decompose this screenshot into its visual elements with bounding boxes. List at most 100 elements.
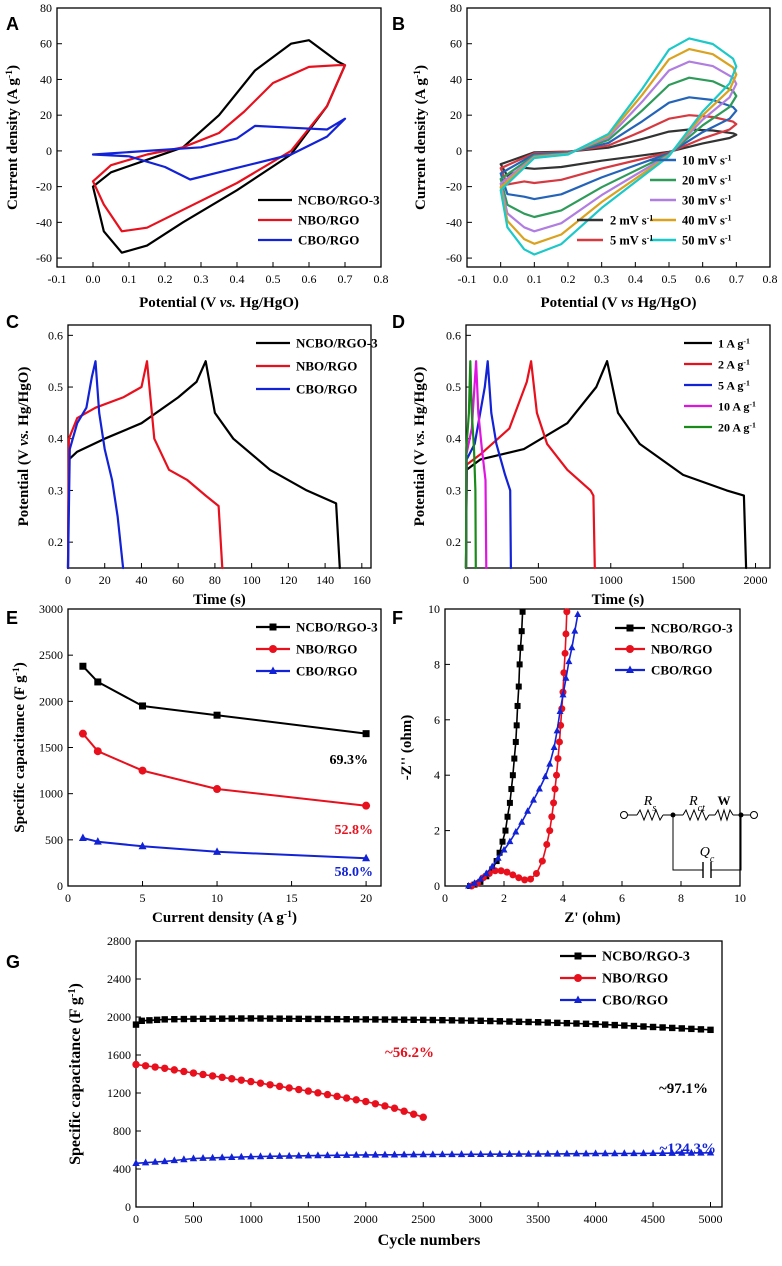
- panel-f: 0 2 4 6 8 10 0 2 4 6 8 10 Z' (ohm) -Z'' (ohm) F NCBO/RG…: [392, 602, 758, 926]
- data-point: [138, 766, 147, 775]
- x-tick-label: 2000: [744, 573, 768, 587]
- panel-label: A: [6, 14, 19, 34]
- legend-marker: [269, 666, 277, 674]
- x-tick-label: 3000: [469, 1212, 493, 1226]
- data-point: [352, 1096, 360, 1104]
- data-point: [285, 1084, 293, 1092]
- legend-label: NCBO/RGO-3: [296, 620, 378, 635]
- data-point: [496, 1018, 504, 1025]
- y-tick-label: 0.4: [48, 432, 63, 446]
- x-tick-label: 0.8: [763, 272, 778, 286]
- data-point: [524, 807, 532, 814]
- x-tick-label: 4: [560, 891, 566, 905]
- data-point: [362, 730, 370, 738]
- y-tick-label: 10: [428, 602, 440, 616]
- legend-label-part: -1: [743, 336, 750, 345]
- legend-item: NBO/RGO: [258, 213, 359, 228]
- y-tick-label: 20: [450, 108, 462, 122]
- legend: 10 mV s-120 mV s-130 mV s-140 mV s-150 m…: [577, 153, 732, 248]
- y-tick-label: 0.3: [446, 483, 461, 497]
- data-point: [323, 1090, 332, 1099]
- legend-label: 20 mV s-1: [682, 173, 732, 188]
- data-point: [562, 630, 570, 638]
- plot-frame: [444, 608, 741, 887]
- x-tick-label: 0.5: [266, 272, 281, 286]
- data-point: [516, 661, 523, 668]
- terminal: [750, 811, 758, 819]
- cycle-line: [135, 1063, 425, 1118]
- x-tick-label: 1500: [296, 1212, 320, 1226]
- x-axis-title-part: Potential (V: [139, 295, 220, 311]
- data-point: [499, 838, 506, 845]
- data-point: [390, 1104, 399, 1112]
- data-point: [256, 1152, 265, 1160]
- data-point: [532, 870, 540, 878]
- circuit-label-main: Q: [700, 845, 710, 860]
- data-point: [530, 796, 537, 803]
- y-tick-label: 1500: [39, 741, 63, 755]
- legend-label: NBO/RGO: [298, 213, 359, 228]
- data-point: [678, 1025, 685, 1032]
- panel-e: 0 5 10 15 20 0 500 1000 1500 2000 2500 3000 Current …: [6, 602, 382, 926]
- data-point: [409, 1150, 418, 1158]
- panel-b: -0.1 0.0 0.1 0.2 0.3 0.4 0.5 0.6 0.7 0.8 -60 -40 -20…: [392, 1, 778, 311]
- x-tick-label: 500: [529, 573, 547, 587]
- x-tick-label: 1000: [239, 1212, 263, 1226]
- data-point: [511, 755, 518, 762]
- y-axis-title: Potential (V vs. Hg/HgO): [16, 367, 32, 527]
- data-point: [362, 801, 371, 810]
- data-point: [521, 876, 529, 884]
- cv-curve: [499, 114, 738, 186]
- data-point: [146, 1017, 153, 1024]
- y-tick-label: 80: [40, 1, 52, 15]
- data-point: [488, 862, 496, 870]
- y-axis-title-part: Hg/HgO): [412, 367, 428, 430]
- data-point: [429, 1150, 437, 1158]
- data-point: [546, 760, 554, 767]
- data-point: [560, 669, 568, 677]
- data-point: [381, 1016, 389, 1023]
- x-tick-label: 2000: [354, 1212, 378, 1226]
- y-tick-label: 0.3: [48, 483, 63, 497]
- y-axis-title-part: -1: [67, 988, 78, 997]
- data-point: [611, 1021, 618, 1029]
- legend-label-part: 2 A g: [718, 358, 743, 372]
- data-point: [371, 1100, 380, 1108]
- data-point: [213, 785, 222, 794]
- data-point: [582, 1020, 590, 1028]
- plot-frame: [56, 7, 382, 268]
- data-point: [218, 1153, 226, 1161]
- x-tick-label: -0.1: [458, 272, 477, 286]
- gcd-curve: [464, 360, 477, 570]
- legend-marker: [269, 645, 277, 653]
- x-tick-label: 3500: [526, 1212, 550, 1226]
- legend-label-part: 10 mV s: [682, 154, 725, 168]
- rate-line: [81, 837, 368, 860]
- data-point: [94, 678, 102, 686]
- data-point: [601, 1021, 609, 1028]
- data-point: [276, 1015, 283, 1022]
- x-axis-title-part: Cycle numbers: [378, 1232, 481, 1249]
- data-point: [512, 738, 519, 745]
- legend-item: 10 A g-1: [684, 399, 756, 414]
- x-axis-title: Time (s): [193, 592, 246, 608]
- legend-label-part: CBO/RGO: [602, 994, 668, 1009]
- data-point: [391, 1016, 398, 1023]
- data-point: [548, 813, 556, 821]
- legend-label-part: NCBO/RGO-3: [296, 620, 378, 635]
- resistor-rs: [636, 808, 664, 822]
- data-point: [180, 1015, 188, 1023]
- y-tick-label: 80: [450, 1, 462, 15]
- data-point: [257, 1015, 264, 1022]
- legend-label-part: CBO/RGO: [296, 664, 357, 679]
- data-point: [439, 1016, 446, 1024]
- legend-label: 10 mV s-1: [682, 153, 732, 168]
- y-tick-label: 4: [434, 768, 440, 782]
- panel-label: B: [392, 14, 405, 34]
- data-point: [509, 772, 516, 779]
- data-point: [266, 1081, 274, 1089]
- x-tick-label: 0.3: [194, 272, 209, 286]
- y-axis-title: -Z'' (ohm): [399, 715, 415, 780]
- y-tick-label: 0: [46, 144, 52, 158]
